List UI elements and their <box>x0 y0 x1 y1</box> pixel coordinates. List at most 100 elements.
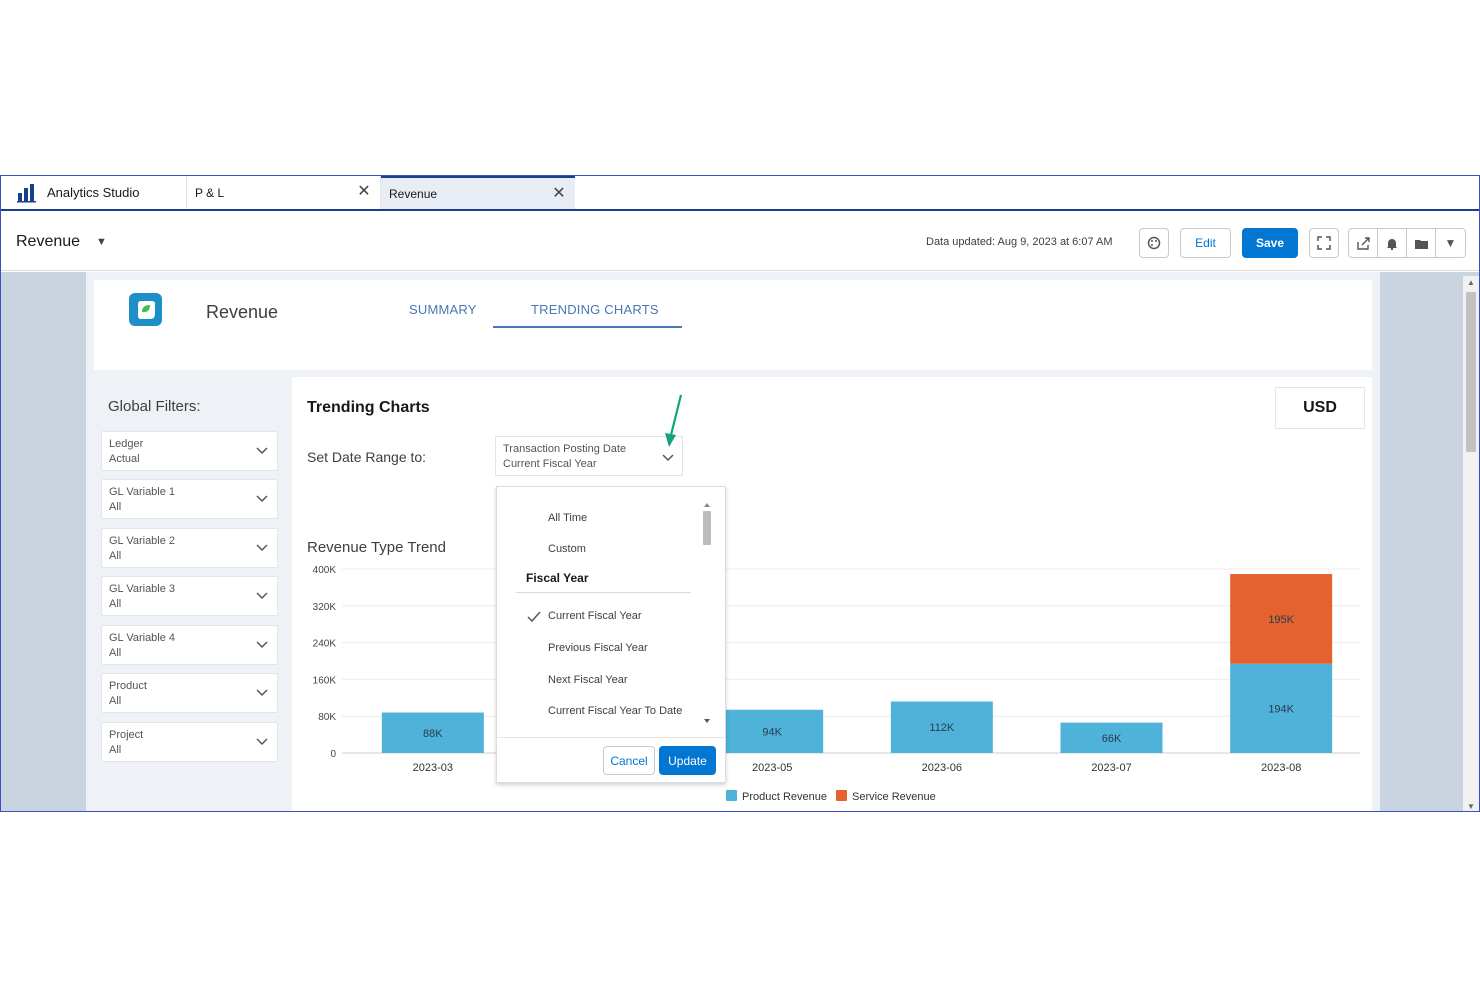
divider <box>516 592 691 593</box>
filter-value: All <box>109 647 122 659</box>
check-icon <box>527 611 541 623</box>
filter-label: GL Variable 3 <box>109 583 176 595</box>
bar-product-revenue <box>1230 663 1333 753</box>
x-tick-label: 2023-08 <box>1261 762 1301 774</box>
date-field-value: Current Fiscal Year <box>503 458 597 470</box>
option-previous-fiscal-year[interactable]: Previous Fiscal Year <box>548 642 648 654</box>
tab-summary[interactable]: SUMMARY <box>409 302 477 317</box>
bar-data-label: 194K <box>1268 703 1294 715</box>
chevron-down-icon <box>256 495 268 503</box>
y-tick-label: 240K <box>313 639 337 650</box>
scroll-up-icon[interactable]: ▲ <box>1467 278 1475 287</box>
filter-gl-variable-1[interactable]: GL Variable 1 All <box>101 479 278 519</box>
close-icon[interactable]: ✕ <box>357 183 371 200</box>
set-date-range-label: Set Date Range to: <box>307 449 427 465</box>
option-current-fiscal-year-to-date[interactable]: Current Fiscal Year To Date <box>548 705 683 717</box>
y-tick-label: 320K <box>313 602 337 613</box>
filter-label: GL Variable 1 <box>109 486 176 498</box>
filter-value: All <box>109 695 122 707</box>
dropdown-scrollbar[interactable] <box>700 495 714 731</box>
chevron-down-icon <box>256 544 268 552</box>
filter-value: All <box>109 501 122 513</box>
y-tick-label: 80K <box>318 712 336 723</box>
section-fiscal-year: Fiscal Year <box>526 571 589 585</box>
scrollbar-thumb[interactable] <box>1466 292 1476 452</box>
option-all-time[interactable]: All Time <box>548 512 588 524</box>
filter-label: Product <box>109 680 147 692</box>
chevron-down-icon[interactable]: ▼ <box>1444 236 1457 250</box>
y-tick-label: 0 <box>330 749 336 760</box>
filter-label: Project <box>109 729 144 741</box>
close-icon[interactable]: ✕ <box>552 185 566 202</box>
currency-badge: USD <box>1275 387 1365 429</box>
folder-icon[interactable] <box>1407 229 1436 257</box>
tab-label: Revenue <box>389 186 438 201</box>
filter-label: Ledger <box>109 438 144 450</box>
global-filters-title: Global Filters: <box>108 398 201 415</box>
filter-label: GL Variable 4 <box>109 632 176 644</box>
x-tick-label: 2023-07 <box>1091 762 1131 774</box>
page-title-text: Revenue <box>16 233 81 250</box>
bar-product-revenue <box>381 712 484 753</box>
cancel-button[interactable]: Cancel <box>603 746 655 775</box>
trending-charts-title: Trending Charts <box>307 399 430 416</box>
save-button[interactable]: Save <box>1242 228 1298 258</box>
filter-gl-variable-4[interactable]: GL Variable 4 All <box>101 625 278 665</box>
filter-project[interactable]: Project All <box>101 722 278 762</box>
filter-value: Actual <box>109 453 140 465</box>
edit-button[interactable]: Edit <box>1180 228 1231 258</box>
app-launcher[interactable]: Analytics Studio <box>1 176 187 209</box>
chevron-down-icon <box>256 738 268 746</box>
filter-ledger[interactable]: Ledger Actual <box>101 431 278 471</box>
y-tick-label: 160K <box>313 675 337 686</box>
option-custom[interactable]: Custom <box>548 543 586 555</box>
bar-data-label: 66K <box>1102 733 1122 745</box>
action-button-group: ▼ <box>1348 228 1466 258</box>
bell-icon[interactable] <box>1378 229 1407 257</box>
filter-label: GL Variable 2 <box>109 535 176 547</box>
x-tick-label: 2023-03 <box>413 762 453 774</box>
legend-swatch <box>836 790 847 801</box>
analytics-logo-icon <box>17 183 36 202</box>
palette-icon <box>1147 236 1161 250</box>
x-tick-label: 2023-06 <box>922 762 962 774</box>
trending-charts-panel: Trending Charts USD Set Date Range to: T… <box>292 377 1372 811</box>
app-name: Analytics Studio <box>47 185 140 200</box>
bar-data-label: 94K <box>762 726 782 738</box>
chevron-down-icon <box>256 447 268 455</box>
page-scrollbar[interactable]: ▲ ▼ <box>1463 276 1479 811</box>
chevron-down-icon[interactable] <box>661 450 675 464</box>
bar-product-revenue <box>1060 722 1163 753</box>
legend-label: Product Revenue <box>742 791 827 803</box>
dashboard-area: Revenue SUMMARY TRENDING CHARTS Global F… <box>1 272 1479 811</box>
share-icon[interactable] <box>1349 229 1378 257</box>
tab-label: P & L <box>195 185 225 200</box>
bar-product-revenue <box>721 709 824 753</box>
expand-icon <box>1317 236 1331 250</box>
tab-p-and-l[interactable]: P & L ✕ <box>187 176 381 209</box>
legend-swatch <box>726 790 737 801</box>
filter-gl-variable-3[interactable]: GL Variable 3 All <box>101 576 278 616</box>
brand-logo-icon <box>129 293 162 326</box>
caret-down-icon[interactable]: ▼ <box>96 236 107 248</box>
tab-trending-charts[interactable]: TRENDING CHARTS <box>531 302 659 317</box>
bar-data-label: 195K <box>1268 614 1294 626</box>
x-tick-label: 2023-05 <box>752 762 792 774</box>
option-current-fiscal-year[interactable]: Current Fiscal Year <box>548 610 642 622</box>
dashboard-canvas: Revenue SUMMARY TRENDING CHARTS Global F… <box>86 272 1380 811</box>
scroll-down-icon[interactable]: ▼ <box>1467 802 1475 811</box>
filter-product[interactable]: Product All <box>101 673 278 713</box>
page-title[interactable]: Revenue ▼ <box>16 233 107 251</box>
filter-gl-variable-2[interactable]: GL Variable 2 All <box>101 528 278 568</box>
bar-data-label: 88K <box>423 728 443 740</box>
tab-revenue[interactable]: Revenue ✕ <box>381 176 575 209</box>
divider <box>497 737 725 738</box>
dashboard-title: Revenue <box>206 302 279 322</box>
theme-button[interactable] <box>1139 228 1169 258</box>
option-next-fiscal-year[interactable]: Next Fiscal Year <box>548 674 628 686</box>
filter-value: All <box>109 550 122 562</box>
update-button[interactable]: Update <box>659 746 716 775</box>
revenue-type-trend-title: Revenue Type Trend <box>307 539 446 556</box>
date-range-select[interactable]: Transaction Posting Date Current Fiscal … <box>495 436 683 476</box>
fullscreen-button[interactable] <box>1309 228 1339 258</box>
